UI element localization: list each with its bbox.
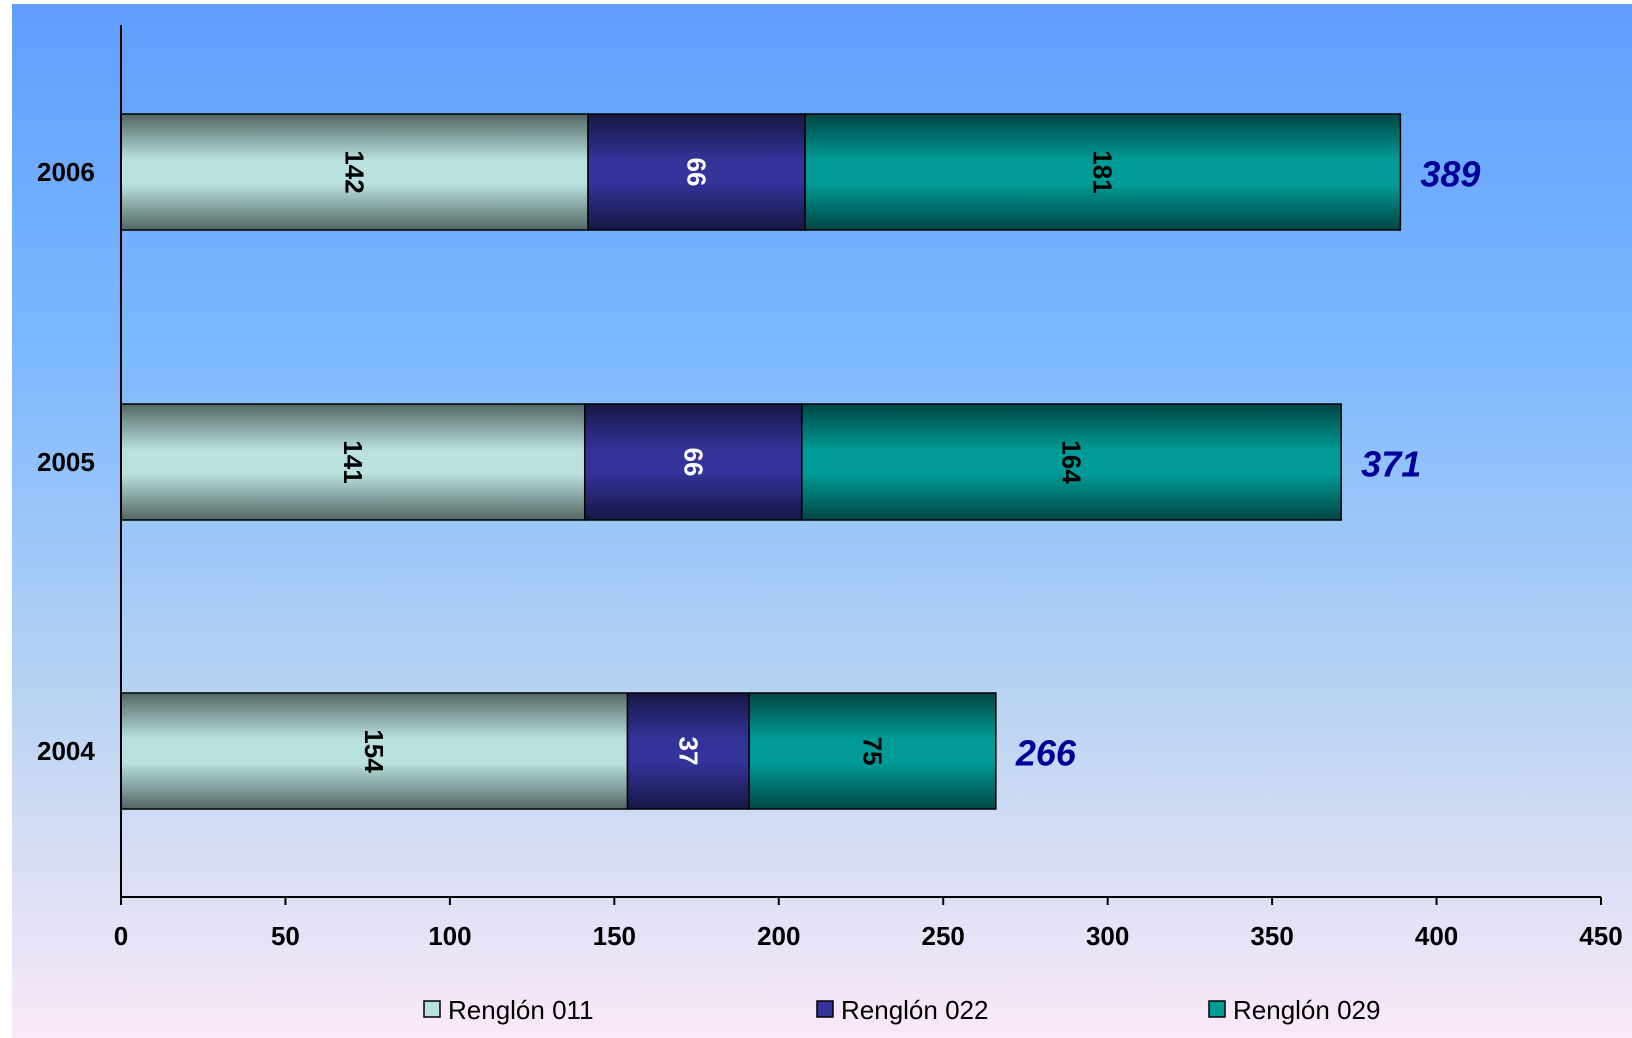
x-tick-label: 400 [1415,921,1458,951]
x-tick-label: 350 [1250,921,1293,951]
bar-value-label: 37 [673,737,703,766]
x-tick-label: 450 [1579,921,1622,951]
legend-swatch [816,1000,834,1018]
bar-value-label: 66 [678,448,708,477]
bar-total-label: 371 [1361,444,1421,485]
legend-swatch [423,1000,441,1018]
bar-segment-renglón-011-2004 [120,692,629,810]
bar-value-label: 181 [1088,150,1118,193]
bar-total-label: 389 [1420,154,1480,195]
bar-segment-renglón-022-2004 [626,692,750,810]
bar-segment-renglón-022-2005 [583,403,803,521]
bar-segment-renglón-022-2006 [587,113,806,231]
category-label: 2006 [37,157,95,187]
x-tick-label: 150 [593,921,636,951]
bar-total-label: 266 [1015,733,1077,774]
x-tick-label: 0 [114,921,128,951]
bar-value-label: 142 [340,150,370,193]
bar-segment-renglón-029-2005 [801,403,1342,521]
category-label: 2005 [37,447,95,477]
bar-segment-renglón-011-2005 [120,403,586,521]
bar-value-label: 154 [359,729,389,773]
bar-value-label: 66 [682,158,712,187]
bar-value-label: 141 [338,440,368,483]
bar-segment-renglón-029-2004 [748,692,997,810]
bar-segment-renglón-029-2006 [804,113,1402,231]
bar-value-label: 75 [858,737,888,766]
x-tick-label: 50 [271,921,300,951]
legend-label: Renglón 022 [841,995,988,1025]
legend-label: Renglón 011 [448,995,594,1025]
legend-label: Renglón 029 [1233,995,1380,1025]
legend-swatch [1208,1000,1226,1018]
category-label: 2004 [37,736,95,766]
x-tick-label: 100 [428,921,471,951]
x-tick-label: 250 [922,921,965,951]
bar-value-label: 164 [1056,440,1086,484]
x-tick-label: 300 [1086,921,1129,951]
x-tick-label: 200 [757,921,800,951]
bar-segment-renglón-011-2006 [120,113,589,231]
